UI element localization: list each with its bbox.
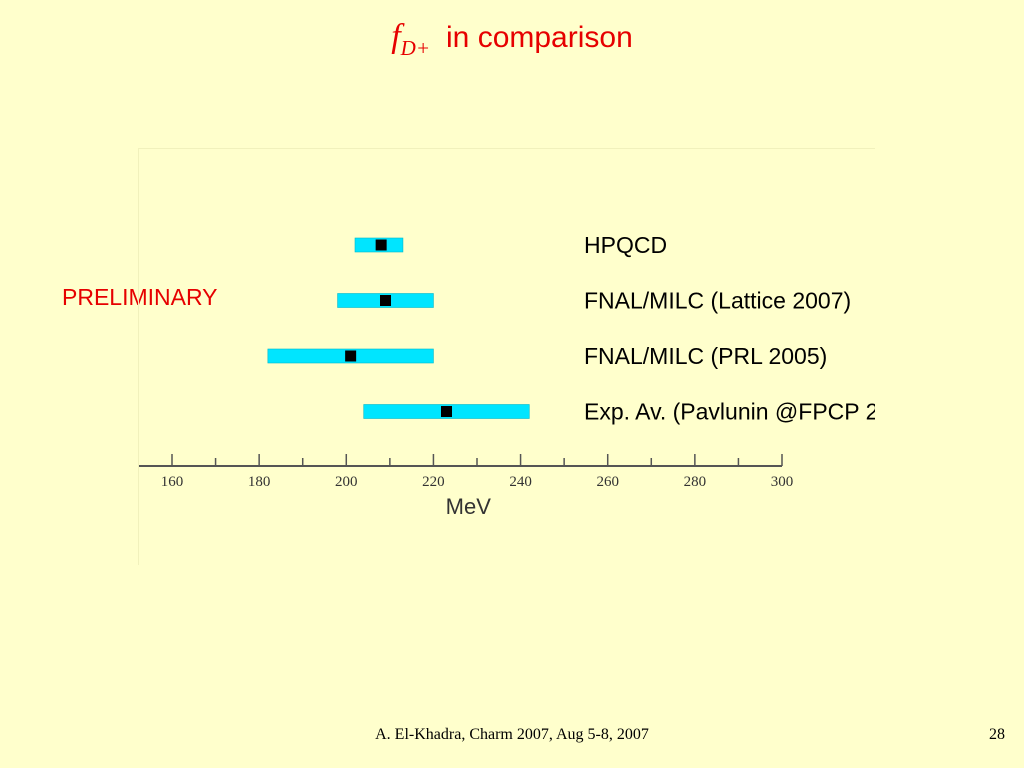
x-tick-label: 260 bbox=[596, 474, 619, 490]
x-tick-label: 300 bbox=[771, 474, 794, 490]
x-tick-label: 240 bbox=[509, 474, 531, 490]
series-label: Exp. Av. (Pavlunin @FPCP 2007) bbox=[584, 399, 875, 425]
x-tick-label: 180 bbox=[248, 474, 271, 490]
x-tick-label: 280 bbox=[684, 474, 707, 490]
slide-title: fD+ in comparison bbox=[0, 18, 1024, 61]
chart-panel: 160 180 200 220 240 260 280 300 MeV HPQCD FNAL/MIL… bbox=[138, 148, 875, 565]
footer-text: A. El-Khadra, Charm 2007, Aug 5-8, 2007 bbox=[375, 726, 649, 743]
central-value-marker bbox=[380, 295, 391, 306]
title-text: in comparison bbox=[446, 21, 633, 54]
series-label: FNAL/MILC (Lattice 2007) bbox=[584, 288, 851, 314]
central-value-marker bbox=[345, 350, 357, 362]
central-value-marker bbox=[375, 239, 387, 251]
x-axis-label: MeV bbox=[446, 494, 492, 519]
title-symbol: f bbox=[391, 18, 401, 55]
chart-svg: 160 180 200 220 240 260 280 300 MeV HPQCD FNAL/MIL… bbox=[139, 232, 875, 519]
preliminary-label: PRELIMINARY bbox=[62, 284, 218, 310]
title-subscript: D+ bbox=[400, 36, 431, 60]
x-tick-label: 220 bbox=[422, 474, 445, 490]
x-tick-label: 160 bbox=[161, 474, 184, 490]
page-number: 28 bbox=[989, 726, 1005, 743]
series-label: HPQCD bbox=[584, 232, 667, 258]
x-tick-label: 200 bbox=[335, 474, 358, 490]
series-label: FNAL/MILC (PRL 2005) bbox=[584, 343, 827, 369]
central-value-marker bbox=[441, 406, 452, 417]
